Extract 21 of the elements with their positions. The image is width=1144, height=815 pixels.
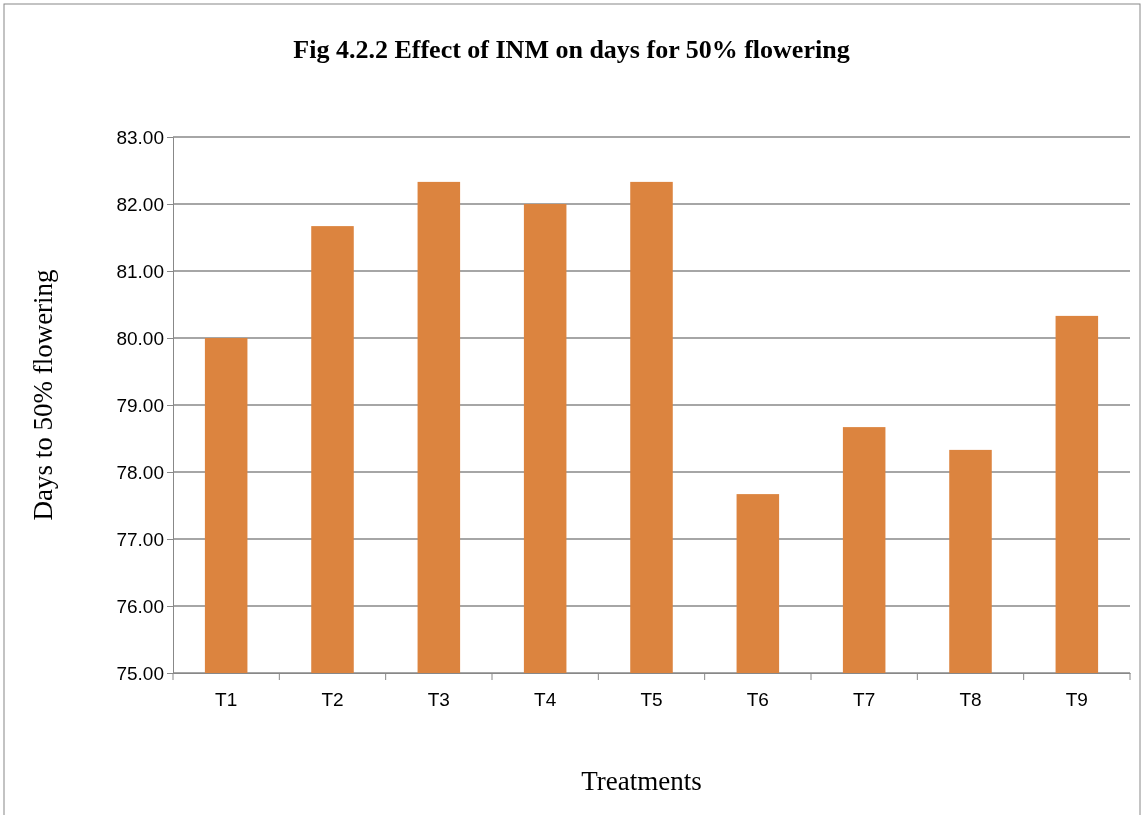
x-tick-label: T1	[215, 689, 238, 711]
chart-title: Fig 4.2.2 Effect of INM on days for 50% flowering	[293, 35, 850, 64]
y-tick-label: 82.00	[116, 193, 164, 215]
y-tick-label: 81.00	[116, 260, 164, 282]
y-tick-label: 83.00	[116, 126, 164, 148]
x-tick-label: T7	[853, 689, 876, 711]
y-tick-label: 75.00	[116, 662, 164, 684]
y-tick-label: 80.00	[116, 327, 164, 349]
y-tick-label: 77.00	[116, 528, 164, 550]
x-tick-label: T4	[534, 689, 557, 711]
x-tick-label: T2	[321, 689, 344, 711]
x-tick-label: T8	[959, 689, 982, 711]
y-tick-label: 78.00	[116, 461, 164, 483]
y-axis-title: Days to 50% flowering	[28, 269, 58, 521]
y-tick-label: 79.00	[116, 394, 164, 416]
x-tick-label: T5	[640, 689, 663, 711]
x-tick-label: T3	[427, 689, 450, 711]
x-tick-label: T6	[746, 689, 769, 711]
x-axis-title: Treatments	[581, 766, 702, 796]
y-tick-label: 76.00	[116, 595, 164, 617]
x-tick-label: T9	[1065, 689, 1088, 711]
